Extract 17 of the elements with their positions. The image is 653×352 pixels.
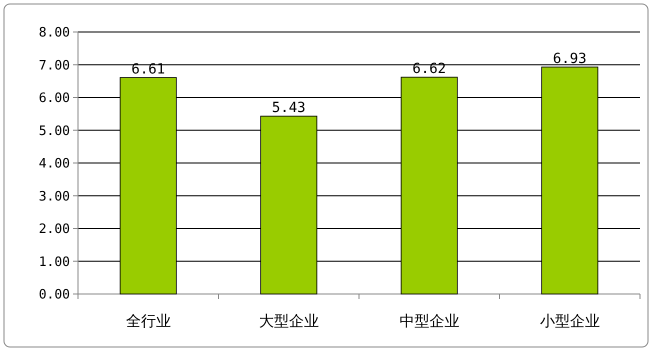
y-tick-label: 5.00 [38, 124, 70, 139]
y-tick-label: 7.00 [38, 58, 70, 74]
x-tick-label: 大型企业 [258, 312, 319, 330]
data-label: 6.62 [412, 61, 446, 78]
y-tick-label: 8.00 [38, 26, 70, 41]
y-tick-label: 6.00 [38, 91, 70, 106]
x-tick-label: 全行业 [126, 312, 171, 330]
data-label: 5.43 [272, 100, 306, 116]
x-tick-label: 小型企业 [540, 312, 600, 330]
data-label: 6.61 [131, 62, 166, 78]
data-label: 6.93 [552, 51, 587, 68]
x-tick-label: 中型企业 [399, 312, 460, 330]
y-tick-label: 1.00 [38, 254, 70, 270]
y-tick-label: 3.00 [38, 189, 70, 204]
y-tick-label: 0.00 [38, 288, 70, 303]
y-tick-label: 2.00 [38, 222, 70, 238]
y-tick-label: 4.00 [38, 156, 70, 172]
